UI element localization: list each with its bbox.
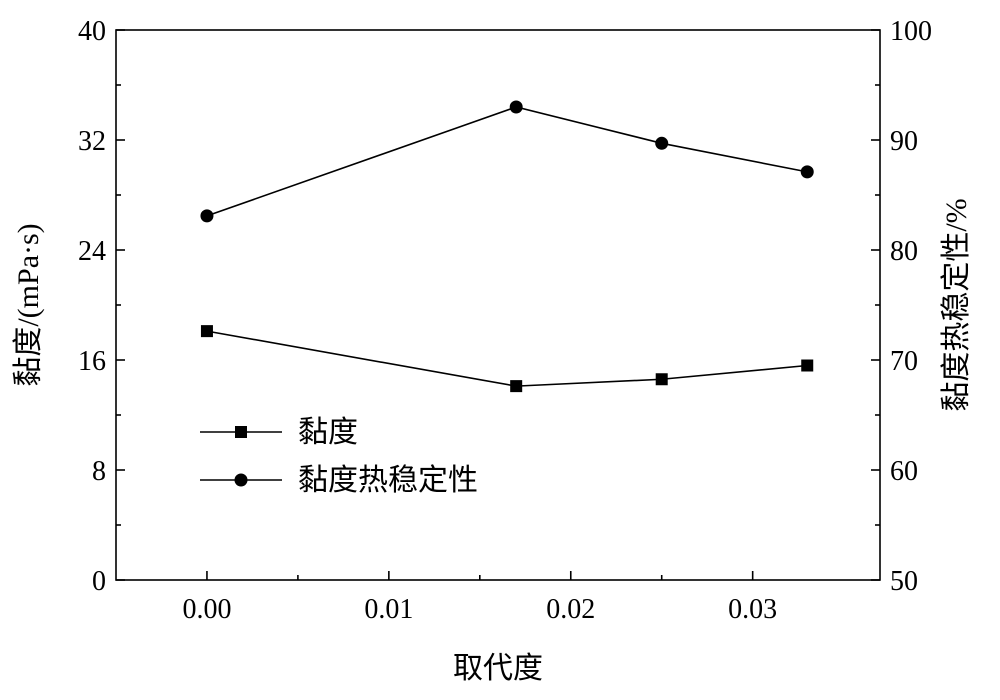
series-2 — [200, 100, 814, 223]
circle-marker — [234, 473, 248, 487]
square-marker — [235, 426, 247, 438]
series-1 — [200, 325, 814, 393]
legend-label: 黏度热稳定性 — [298, 464, 478, 497]
circle-marker — [509, 100, 523, 114]
y-right-tick-label: 100 — [890, 16, 932, 47]
circle-marker — [800, 165, 814, 179]
series-layer — [200, 100, 814, 393]
y-left-axis-title: 黏度/(mPa·s) — [12, 223, 45, 386]
square-marker — [801, 359, 814, 372]
x-tick-label: 0.01 — [364, 594, 413, 625]
legend-label: 黏度 — [298, 416, 358, 449]
y-right-tick-label: 60 — [890, 456, 918, 487]
y-right-tick-label: 90 — [890, 126, 918, 157]
x-tick-label: 0.02 — [546, 594, 595, 625]
x-tick-label: 0.03 — [728, 594, 777, 625]
y-right-tick-label: 50 — [890, 566, 918, 597]
y-left-tick-label: 24 — [78, 236, 106, 267]
y-right-tick-label: 80 — [890, 236, 918, 267]
square-marker — [510, 380, 523, 393]
y-right-axis-title: 黏度热稳定性/% — [940, 198, 973, 411]
square-marker — [655, 373, 668, 386]
y-left-tick-label: 16 — [78, 346, 106, 377]
y-left-tick-label: 40 — [78, 16, 106, 47]
square-marker — [200, 325, 213, 338]
circle-marker — [200, 209, 214, 223]
y-left-tick-label: 32 — [78, 126, 106, 157]
y-left-tick-label: 0 — [92, 566, 106, 597]
legend-item: 黏度热稳定性 — [200, 464, 478, 497]
series-line — [206, 106, 808, 217]
circle-marker — [655, 136, 669, 150]
x-axis-title: 取代度 — [453, 652, 543, 685]
y-right-tick-label: 70 — [890, 346, 918, 377]
series-line — [206, 330, 808, 387]
plot-frame — [115, 29, 881, 581]
legend-item: 黏度 — [200, 416, 358, 449]
x-tick-label: 0.00 — [182, 594, 231, 625]
axes: 0.00 0.01 0.02 0.03 0 8 16 24 32 40 50 60 70 80 90 100 — [78, 16, 932, 625]
y-left-tick-label: 8 — [92, 456, 106, 487]
